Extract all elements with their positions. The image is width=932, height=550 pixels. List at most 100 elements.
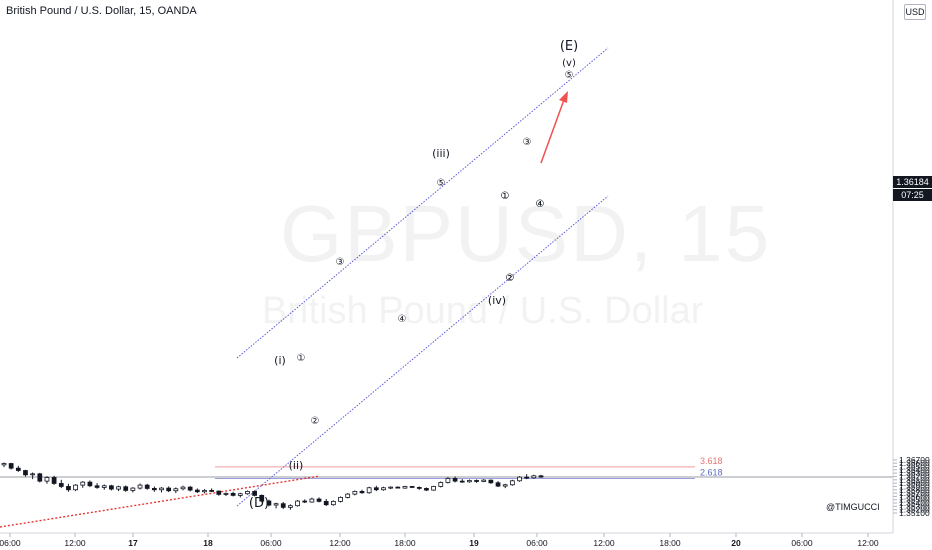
price-tick-label: 1.36700 [899,455,930,465]
candle-body [481,479,487,482]
wave-label: ③ [523,137,532,148]
last-price-tag: 1.36184 [893,176,932,188]
price-tick-label: 1.36300 [899,468,930,478]
candle-body [87,481,93,487]
candle-body [51,477,57,484]
time-tick-label: 20 [731,538,741,548]
candle-body [474,480,479,482]
wave-label: ④ [536,199,545,210]
wave-label: ② [311,416,320,427]
price-tick-label: 1.36000 [899,478,930,488]
candle-body [8,463,14,469]
candle-body [130,487,136,491]
candle-body [44,477,50,482]
author-credit: @TIMGUCCI [826,502,880,512]
price-tick-label: 1.36100 [899,475,930,485]
time-tick-label: 12:00 [329,538,351,548]
time-tick-label: 18:00 [394,538,416,548]
wave-label: ① [501,191,510,202]
candle-body [467,480,472,483]
price-tick-label: 1.36200 [899,471,930,481]
time-tick-label: 12:00 [593,538,615,548]
candle-body [338,496,343,502]
candle-body [252,491,257,496]
candle-body [459,480,465,483]
candle-body [509,480,515,486]
channel-upper-line [236,47,609,359]
time-tick-label: 06:00 [526,538,548,548]
time-tick-label: 06:00 [260,538,282,548]
candle-body [323,500,329,506]
support-trendline [0,475,321,528]
candle-body [137,484,143,489]
wave-label: ③ [336,257,345,268]
candle-body [101,485,107,488]
watermark-description: British Pound / U.S. Dollar [262,290,704,332]
candle-body [66,486,71,491]
candle-body [123,486,129,491]
wave-label: (i) [274,354,286,367]
candle-body [388,486,394,489]
time-tick-label: 12:00 [857,538,879,548]
price-tick-label: 1.35600 [899,491,930,501]
price-tick-label: 1.36500 [899,462,930,472]
currency-badge[interactable]: USD [904,4,926,20]
time-tick-label: 19 [469,538,479,548]
candle-body [502,484,508,487]
candle-body [531,475,537,479]
projection-arrowhead [559,91,568,103]
candle-body [309,498,315,503]
candle-body [30,473,36,476]
wave-label: ② [506,273,515,284]
wave-label: (iii) [432,147,450,160]
candle-body [295,500,300,507]
candle-body [452,478,458,482]
price-tick-label: 1.35700 [899,488,930,498]
candle-body [288,505,293,508]
wave-label: (D) [249,496,269,511]
candle-body [151,488,157,491]
price-tick-label: 1.35100 [899,508,930,518]
wave-label: ② [506,273,515,284]
price-axis: 1.367001.366001.365001.364001.363001.362… [892,0,930,533]
symbol-title[interactable]: British Pound / U.S. Dollar, 15, OANDA [6,5,197,17]
candle-body [359,491,365,494]
fib-level-label: 3.618 [700,456,723,466]
candle-body [280,503,286,508]
wave-label: (v) [562,58,576,69]
candle-body [194,489,200,493]
candle-body [259,495,265,502]
watermark-symbol: GBPUSD, 15 [280,189,772,278]
candle-body [223,493,229,495]
candle-body [116,486,121,490]
candle-body [345,493,351,498]
wave-label: ⑤ [437,178,446,189]
candle-body [538,475,544,478]
candle-body [202,490,207,493]
wave-label: (iv) [488,294,506,307]
candle-body [366,487,372,494]
candle-body [273,503,279,506]
candle-body [416,487,422,489]
candle-body [209,490,215,492]
price-tick-label: 1.35200 [899,505,930,515]
wave-label: ① [297,353,306,364]
candle-body [216,490,222,495]
candle-body [94,485,100,488]
wave-label: ① [501,191,510,202]
candle-body [159,487,164,491]
wave-label: (E) [560,39,578,54]
candle-body [173,488,179,492]
candle-body [23,470,28,476]
candle-body [431,486,436,491]
candle-body [73,484,78,491]
candle-body [424,488,429,491]
candle-series [1,462,544,510]
candle-body [80,481,86,486]
time-tick-label: 17 [128,538,138,548]
candle-body [302,500,308,503]
candle-body [524,476,530,479]
candle-body [373,487,379,491]
